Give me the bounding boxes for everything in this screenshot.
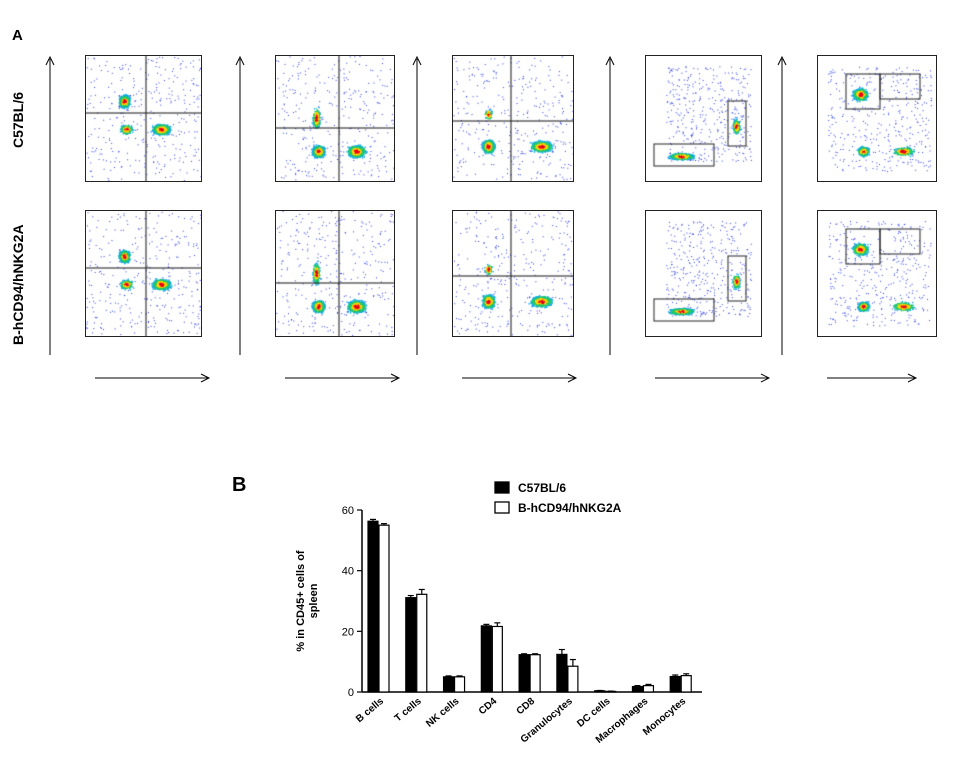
flow-plot — [275, 210, 395, 337]
legend-label: C57BL/6 — [518, 481, 566, 495]
y-tick-label: 0 — [348, 687, 354, 699]
flow-density — [818, 56, 936, 181]
flow-density — [453, 56, 573, 181]
x-category-label: B cells — [354, 696, 386, 725]
panel-a-letter: A — [12, 27, 23, 44]
flow-plot — [817, 210, 937, 337]
bar — [416, 593, 428, 693]
bar — [556, 653, 568, 693]
y-axis-title: % in CD45+ cells ofspleen — [295, 550, 320, 652]
flow-plot — [275, 55, 395, 182]
x-axis-arrow — [285, 373, 401, 383]
bar — [518, 654, 530, 693]
flow-plot — [85, 55, 202, 182]
y-axis-arrow — [777, 55, 787, 355]
row-label-hcd94: B-hCD94/hNKG2A — [10, 224, 26, 345]
flow-plot — [645, 55, 762, 182]
flow-density — [453, 211, 573, 336]
y-tick-label: 60 — [342, 505, 354, 517]
flow-density — [276, 56, 394, 181]
x-axis-arrow — [95, 373, 211, 383]
x-category-label: CD4 — [477, 696, 500, 718]
bar — [669, 675, 681, 693]
x-axis-arrow — [827, 373, 918, 383]
flow-density — [86, 211, 201, 336]
bar — [367, 520, 379, 693]
bar — [680, 675, 692, 693]
y-axis-arrow — [45, 55, 55, 355]
x-axis-arrow — [462, 373, 578, 383]
flow-density — [276, 211, 394, 336]
legend-label: B-hCD94/hNKG2A — [518, 501, 622, 515]
bar — [378, 524, 390, 693]
bar — [567, 665, 579, 693]
y-axis-arrow — [412, 55, 422, 355]
x-category-label: T cells — [393, 696, 424, 725]
flow-plot — [452, 55, 574, 182]
bar — [491, 625, 503, 693]
bar-chart: 0 20 40 60 % in CD45+ cells ofspleen B cells T… — [295, 481, 702, 746]
x-category-label: CD8 — [515, 696, 538, 718]
bar — [453, 676, 466, 693]
legend-swatch — [494, 501, 510, 514]
y-axis-arrow — [605, 55, 615, 355]
row-label-c57bl6: C57BL/6 — [10, 91, 26, 148]
bar — [631, 685, 644, 693]
flow-plot — [645, 210, 762, 337]
bar — [529, 654, 541, 693]
panel-b-letter: B — [232, 474, 247, 496]
bar — [480, 625, 492, 693]
bar — [405, 597, 417, 693]
x-category-label: DC cells — [575, 696, 613, 730]
x-axis-arrow — [655, 373, 771, 383]
flow-density — [86, 56, 201, 181]
flow-plot — [85, 210, 202, 337]
y-axis-arrow — [235, 55, 245, 355]
flow-density — [646, 56, 761, 181]
bar — [642, 685, 655, 693]
x-category-label: NK cells — [424, 696, 462, 730]
bar — [442, 676, 455, 693]
flow-density — [818, 211, 936, 336]
y-tick-label: 40 — [342, 566, 354, 578]
y-tick-label: 20 — [342, 626, 354, 638]
legend-swatch — [494, 481, 510, 494]
flow-plot — [817, 55, 937, 182]
flow-density — [646, 211, 761, 336]
flow-plot — [452, 210, 574, 337]
